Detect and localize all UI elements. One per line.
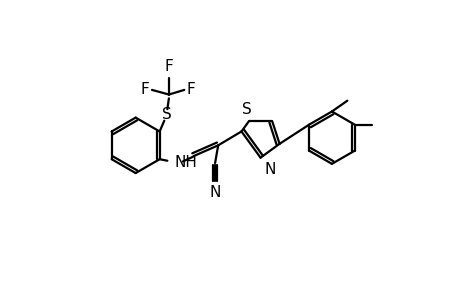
Text: F: F xyxy=(164,59,173,74)
Text: S: S xyxy=(162,107,172,122)
Text: N: N xyxy=(264,161,275,176)
Text: N: N xyxy=(209,185,220,200)
Text: S: S xyxy=(241,102,251,117)
Text: F: F xyxy=(140,82,149,98)
Text: F: F xyxy=(186,82,195,98)
Text: NH: NH xyxy=(174,155,197,170)
